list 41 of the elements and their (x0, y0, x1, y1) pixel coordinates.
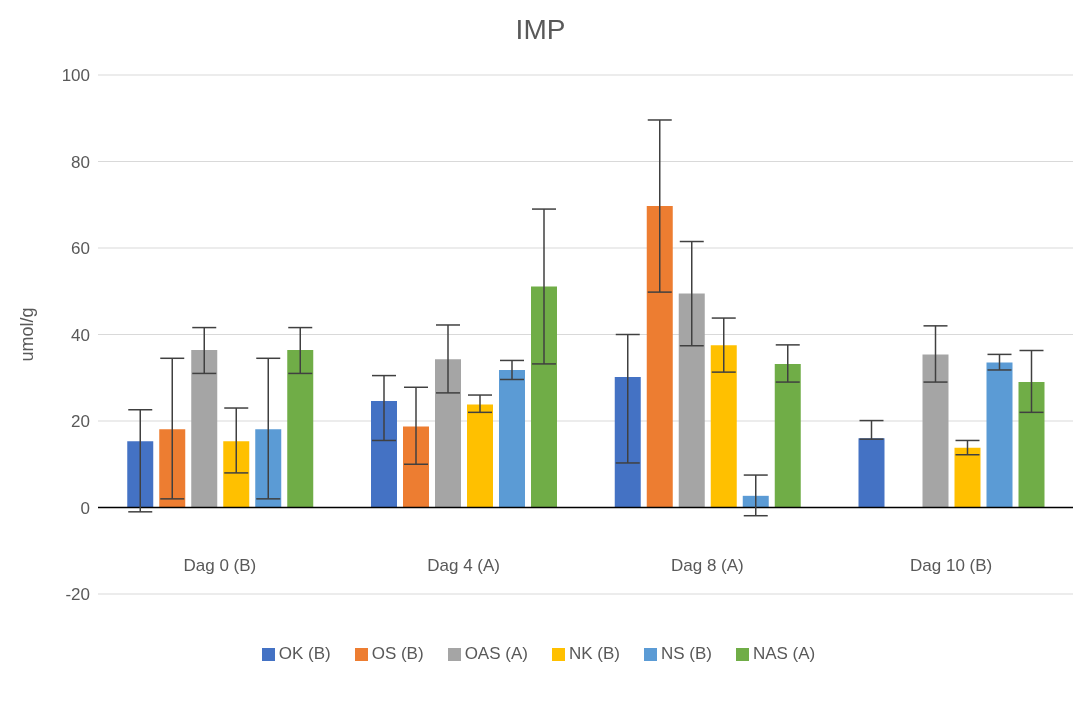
legend-label: OS (B) (371, 644, 424, 663)
bar (614, 376, 641, 508)
bar (710, 345, 737, 508)
bar (191, 350, 218, 508)
y-tick-label: 100 (61, 66, 90, 86)
bar (371, 401, 397, 508)
legend-label: OK (B) (278, 644, 331, 663)
bar (1018, 382, 1045, 508)
bar (127, 441, 154, 508)
bar (858, 438, 885, 508)
bar (467, 404, 493, 508)
x-tick-label: Dag 8 (A) (671, 555, 744, 575)
y-tick-label: -20 (65, 585, 90, 605)
bar (287, 350, 314, 508)
bar (954, 447, 981, 508)
bar (403, 426, 429, 508)
bar (922, 354, 949, 508)
x-tick-label: Dag 4 (A) (427, 555, 500, 575)
bar (774, 363, 801, 508)
bar (646, 206, 673, 508)
legend-label: OAS (A) (464, 644, 528, 663)
bar (499, 369, 525, 508)
bar (531, 286, 557, 508)
y-tick-label: 60 (71, 239, 90, 259)
x-tick-label: Dag 10 (B) (910, 555, 993, 575)
bar (986, 362, 1013, 508)
legend-label: NAS (A) (752, 644, 816, 663)
y-axis-title: umol/g (17, 307, 38, 362)
y-tick-label: 20 (71, 412, 90, 432)
y-tick-label: 80 (71, 152, 90, 172)
legend-label: NS (B) (660, 644, 712, 663)
bar (223, 441, 250, 508)
chart-title: IMP (514, 14, 567, 46)
legend-label: NK (B) (568, 644, 620, 663)
y-tick-label: 0 (80, 498, 90, 518)
bar (678, 293, 705, 508)
bar (159, 429, 186, 508)
bar (255, 429, 282, 508)
x-tick-label: Dag 0 (B) (183, 555, 257, 575)
bar (435, 359, 461, 508)
y-tick-label: 40 (71, 325, 90, 345)
